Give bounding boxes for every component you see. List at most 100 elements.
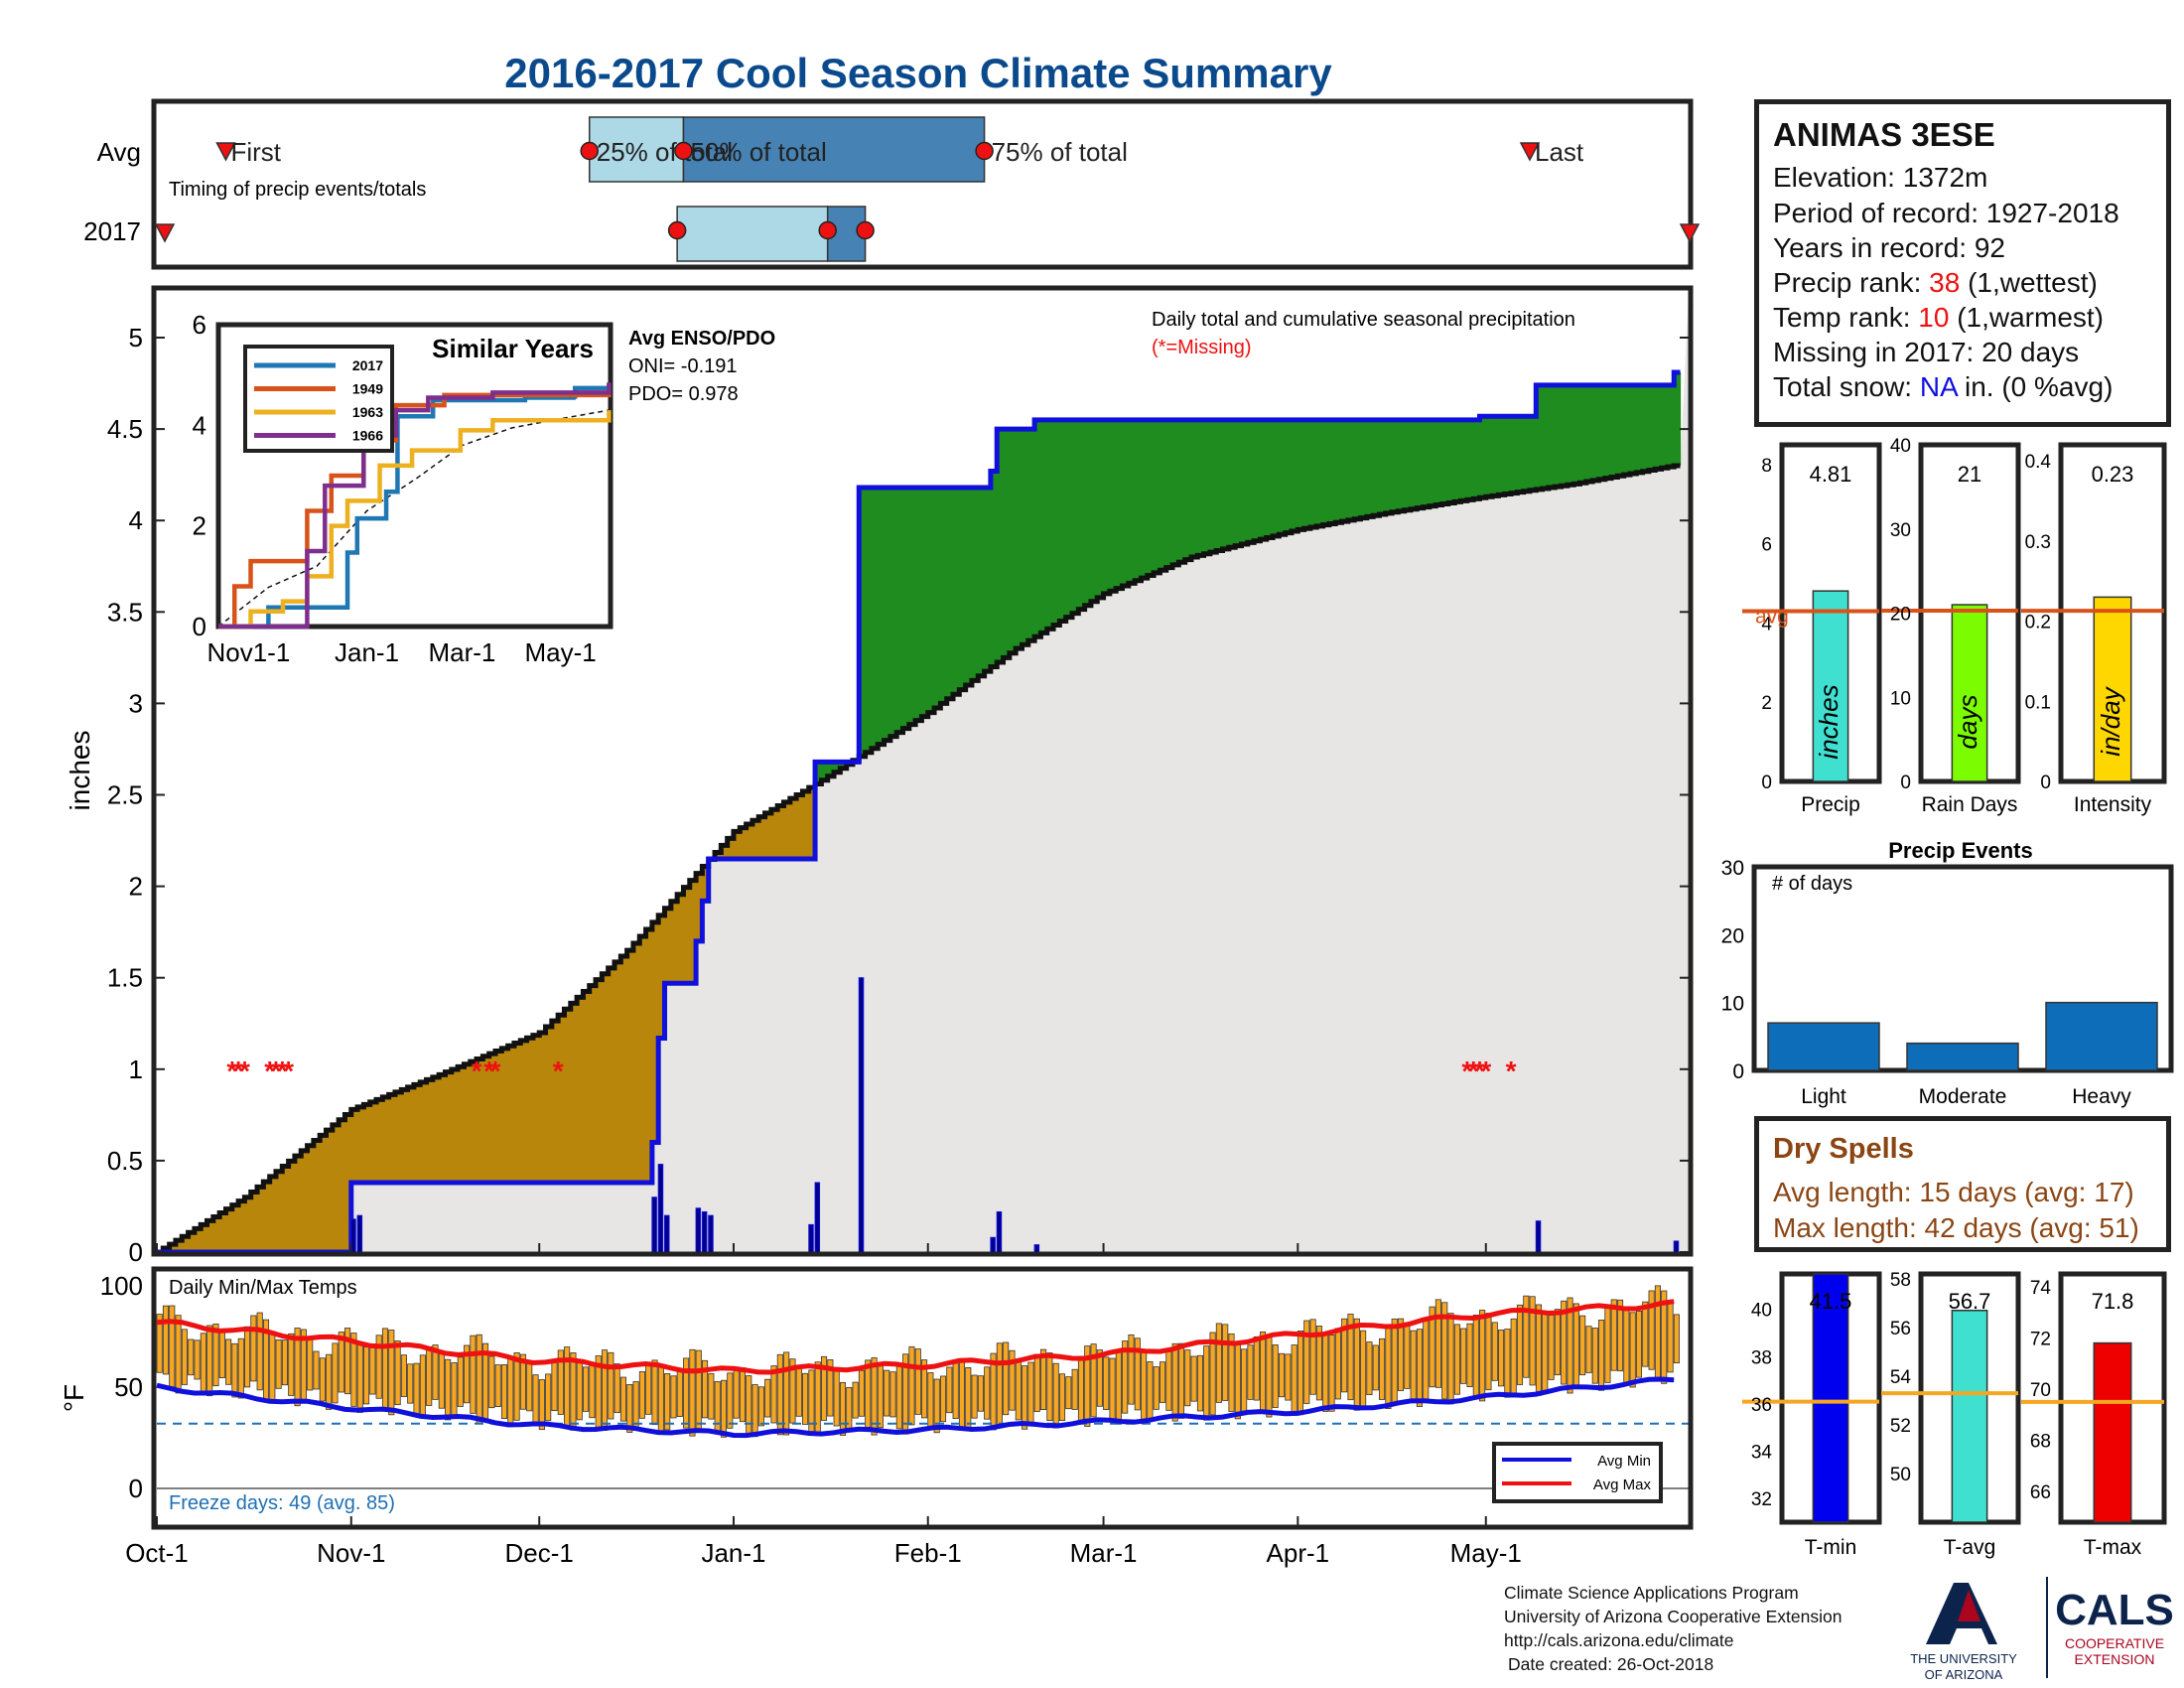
precip-rank-value: 38 [1929, 267, 1961, 298]
precip-events-ylabel: # of days [1772, 873, 1852, 895]
missing-day-marker: * [1461, 1055, 1472, 1086]
missing-day-marker: * [271, 1055, 282, 1086]
similar-year-line-1949 [218, 387, 612, 630]
bar_intensity-category-label: Intensity [2074, 793, 2152, 816]
bar_precip-unit-label: inches [1814, 684, 1843, 759]
surplus-fill [1046, 419, 1054, 630]
daily-temp-bar [1472, 1315, 1479, 1399]
precip-frame [151, 285, 1694, 1257]
surplus-fill [1655, 384, 1663, 470]
x-axis-tick-label: Feb-1 [894, 1538, 962, 1568]
deficit-fill [458, 1066, 466, 1184]
deficit-fill [751, 820, 759, 859]
daily-temp-bar [413, 1362, 420, 1417]
precip-ytick-label: 2 [129, 872, 143, 902]
precip-ytick-label: 2.5 [107, 780, 143, 810]
inset-ytick-label: 4 [193, 410, 206, 440]
daily-temp-bar [1015, 1360, 1022, 1421]
surplus-fill [865, 488, 873, 753]
daily-precip-bar [664, 1214, 670, 1253]
daily-temp-bar [877, 1362, 884, 1429]
daily-temp-bar [683, 1357, 690, 1429]
similar-years-average-line [217, 409, 610, 628]
deficit-fill [182, 1236, 190, 1252]
surplus-fill [1141, 419, 1149, 579]
deficit-fill [269, 1176, 277, 1252]
surplus-fill [1292, 419, 1298, 532]
surplus-fill [896, 488, 904, 733]
daily-temp-bar [1479, 1310, 1486, 1402]
surplus-fill [1109, 419, 1117, 592]
temps-panel: 0 50 100 Daily Min/Max Temps Freeze days: … [59, 1266, 1694, 1530]
daily-temp-bar [871, 1357, 878, 1436]
deficit-fill [789, 798, 797, 859]
surplus-fill [1003, 429, 1011, 658]
bar_tmin-ytick-label: 34 [1751, 1443, 1773, 1464]
deficit-fill [244, 1196, 252, 1252]
daily-temp-bar [451, 1362, 458, 1419]
daily-temp-bar [664, 1372, 671, 1431]
daily-temp-bar [1315, 1326, 1322, 1401]
surplus-fill [940, 488, 948, 704]
surplus-fill [1642, 384, 1650, 472]
deficit-fill [589, 985, 597, 1184]
deficit-fill [420, 1081, 428, 1184]
deficit-fill [238, 1200, 246, 1252]
daily-temp-bar [1548, 1315, 1555, 1380]
daily-temp-bar [1171, 1342, 1178, 1422]
daily-temp-bar [921, 1359, 928, 1419]
similar-years-legend-label: 2017 [352, 357, 383, 373]
bar_tmax-ytick-label: 68 [2030, 1432, 2051, 1453]
bar_intensity-bar [2093, 596, 2132, 782]
daily-temp-bar [739, 1367, 746, 1423]
daily-temp-bar [1334, 1328, 1341, 1400]
daily-temp-bar [445, 1358, 452, 1421]
missing-day-marker: * [472, 1055, 482, 1086]
bar_precip-ytick-label: 6 [1761, 535, 1772, 556]
daily-temp-bar [1141, 1348, 1148, 1422]
enso-block: Avg ENSO/PDO ONI= -0.191 PDO= 0.978 [628, 328, 775, 405]
bar_tmax-ytick-label: 74 [2030, 1278, 2052, 1299]
surplus-fill [1040, 419, 1048, 633]
daily-temp-bar [695, 1349, 702, 1430]
enso-pdo: PDO= 0.978 [628, 383, 739, 405]
dry-spells-max: Max length: 42 days (avg: 51) [1773, 1212, 2139, 1243]
surplus-fill [1034, 419, 1042, 637]
deficit-fill [477, 1058, 483, 1184]
daily-precip-bar [990, 1236, 996, 1253]
daily-temp-bar [1278, 1352, 1286, 1398]
daily-temp-bar [231, 1342, 238, 1398]
daily-temp-bar [269, 1331, 276, 1401]
precip-subtitle: (*=Missing) [1152, 337, 1252, 358]
daily-temp-bar [313, 1350, 320, 1390]
daily-temp-bar [657, 1365, 664, 1435]
daily-temp-bar [407, 1363, 414, 1404]
daily-precip-bar [858, 977, 865, 1253]
deficit-fill [727, 838, 735, 859]
surplus-fill [1165, 419, 1173, 568]
deficit-fill [777, 805, 785, 859]
daily-temp-bar [914, 1348, 921, 1415]
deficit-fill [802, 790, 810, 859]
bar_tmax-bar [2093, 1341, 2132, 1523]
bar_tmin-ytick-label: 32 [1751, 1489, 1772, 1510]
daily-temp-bar [1058, 1373, 1066, 1421]
daily-temp-bar [645, 1361, 652, 1415]
surplus-fill [1623, 384, 1631, 476]
deficit-fill [696, 873, 704, 941]
dry-spells-box: Dry Spells Avg length: 15 days (avg: 17)… [1754, 1116, 2171, 1252]
avg-marker-3 [975, 141, 994, 161]
station-missing: Missing in 2017: 20 days [1773, 337, 2080, 367]
daily-temp-bar [1303, 1320, 1310, 1404]
daily-temp-bar [820, 1355, 828, 1421]
similar-years-legend-label: 1966 [352, 428, 383, 444]
daily-temp-bar [1453, 1324, 1460, 1395]
temps-frame [151, 1266, 1694, 1530]
surplus-fill [871, 488, 879, 749]
surplus-fill [1573, 384, 1581, 485]
surplus-fill [1147, 419, 1155, 576]
daily-temp-bar [1347, 1314, 1354, 1401]
deficit-fill [294, 1156, 302, 1252]
daily-temp-bar [1523, 1295, 1530, 1378]
